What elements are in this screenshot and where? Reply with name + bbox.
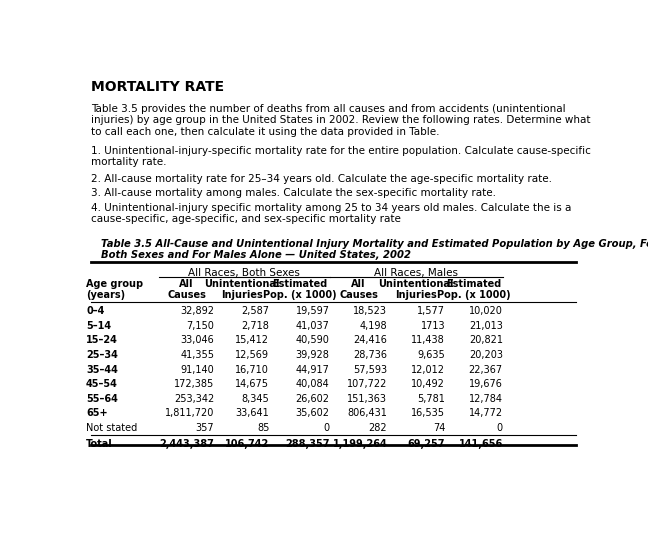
Text: 35–44: 35–44 [86, 364, 118, 375]
Text: 20,821: 20,821 [469, 335, 503, 345]
Text: 40,084: 40,084 [296, 379, 330, 389]
Text: 16,710: 16,710 [235, 364, 270, 375]
Text: 65+: 65+ [86, 409, 108, 418]
Text: 8,345: 8,345 [242, 394, 270, 404]
Text: 107,722: 107,722 [347, 379, 388, 389]
Text: All Races, Both Sexes: All Races, Both Sexes [189, 268, 300, 278]
Text: 2,587: 2,587 [241, 306, 270, 316]
Text: 26,602: 26,602 [295, 394, 330, 404]
Text: 41,037: 41,037 [295, 321, 330, 330]
Text: 3. All-cause mortality among males. Calculate the sex-specific mortality rate.: 3. All-cause mortality among males. Calc… [91, 188, 496, 198]
Text: Not stated: Not stated [86, 423, 137, 433]
Text: All Races, Males: All Races, Males [374, 268, 458, 278]
Text: Age group
(years): Age group (years) [86, 279, 143, 300]
Text: 21,013: 21,013 [469, 321, 503, 330]
Text: 25–34: 25–34 [86, 350, 118, 360]
Text: 2,443,387: 2,443,387 [159, 439, 214, 449]
Text: 4,198: 4,198 [360, 321, 388, 330]
Text: 33,641: 33,641 [236, 409, 270, 418]
Text: 28,736: 28,736 [353, 350, 388, 360]
Text: 44,917: 44,917 [295, 364, 330, 375]
Text: 1. Unintentional-injury-specific mortality rate for the entire population. Calcu: 1. Unintentional-injury-specific mortali… [91, 146, 591, 168]
Text: 0: 0 [497, 423, 503, 433]
Text: 14,772: 14,772 [469, 409, 503, 418]
Text: 282: 282 [369, 423, 388, 433]
Text: 85: 85 [257, 423, 270, 433]
Text: 33,046: 33,046 [180, 335, 214, 345]
Text: 253,342: 253,342 [174, 394, 214, 404]
Text: 40,590: 40,590 [295, 335, 330, 345]
Text: 16,535: 16,535 [411, 409, 445, 418]
Text: 106,742: 106,742 [225, 439, 270, 449]
Text: 14,675: 14,675 [235, 379, 270, 389]
Text: 19,597: 19,597 [295, 306, 330, 316]
Text: All
Causes: All Causes [167, 279, 206, 300]
Text: 2,718: 2,718 [242, 321, 270, 330]
Text: 69,257: 69,257 [408, 439, 445, 449]
Text: 4. Unintentional-injury specific mortality among 25 to 34 years old males. Calcu: 4. Unintentional-injury specific mortali… [91, 203, 572, 224]
Text: 9,635: 9,635 [417, 350, 445, 360]
Text: Estimated
Pop. (x 1000): Estimated Pop. (x 1000) [262, 279, 336, 300]
Text: 15–24: 15–24 [86, 335, 118, 345]
Text: 10,492: 10,492 [411, 379, 445, 389]
Text: 12,012: 12,012 [411, 364, 445, 375]
Text: 2. All-cause mortality rate for 25–34 years old. Calculate the age-specific mort: 2. All-cause mortality rate for 25–34 ye… [91, 174, 552, 184]
Text: 19,676: 19,676 [469, 379, 503, 389]
Text: 5,781: 5,781 [417, 394, 445, 404]
Text: 1,199,264: 1,199,264 [332, 439, 388, 449]
Text: 288,357: 288,357 [285, 439, 330, 449]
Text: 45–54: 45–54 [86, 379, 118, 389]
Text: 12,784: 12,784 [469, 394, 503, 404]
Text: 24,416: 24,416 [353, 335, 388, 345]
Text: 10,020: 10,020 [469, 306, 503, 316]
Text: 0–4: 0–4 [86, 306, 104, 316]
Text: Unintentional
Injuries: Unintentional Injuries [204, 279, 279, 300]
Text: 18,523: 18,523 [353, 306, 388, 316]
Text: 12,569: 12,569 [235, 350, 270, 360]
Text: 0: 0 [323, 423, 330, 433]
Text: Table 3.5 provides the number of deaths from all causes and from accidents (unin: Table 3.5 provides the number of deaths … [91, 103, 590, 137]
Text: Table 3.5 All-Cause and Unintentional Injury Mortality and Estimated Population : Table 3.5 All-Cause and Unintentional In… [101, 239, 648, 260]
Text: 806,431: 806,431 [347, 409, 388, 418]
Text: 55–64: 55–64 [86, 394, 118, 404]
Text: 7,150: 7,150 [186, 321, 214, 330]
Text: 1,811,720: 1,811,720 [165, 409, 214, 418]
Text: Estimated
Pop. (x 1000): Estimated Pop. (x 1000) [437, 279, 511, 300]
Text: 172,385: 172,385 [174, 379, 214, 389]
Text: 57,593: 57,593 [353, 364, 388, 375]
Text: 11,438: 11,438 [411, 335, 445, 345]
Text: 35,602: 35,602 [295, 409, 330, 418]
Text: 20,203: 20,203 [469, 350, 503, 360]
Text: 39,928: 39,928 [295, 350, 330, 360]
Text: 1,577: 1,577 [417, 306, 445, 316]
Text: 91,140: 91,140 [180, 364, 214, 375]
Text: Total: Total [86, 439, 113, 449]
Text: 15,412: 15,412 [235, 335, 270, 345]
Text: 32,892: 32,892 [180, 306, 214, 316]
Text: 141,656: 141,656 [459, 439, 503, 449]
Text: All
Causes: All Causes [339, 279, 378, 300]
Text: 357: 357 [196, 423, 214, 433]
Text: Unintentional
Injuries: Unintentional Injuries [378, 279, 454, 300]
Text: 74: 74 [433, 423, 445, 433]
Text: 5–14: 5–14 [86, 321, 111, 330]
Text: MORTALITY RATE: MORTALITY RATE [91, 80, 224, 94]
Text: 151,363: 151,363 [347, 394, 388, 404]
Text: 22,367: 22,367 [469, 364, 503, 375]
Text: 41,355: 41,355 [180, 350, 214, 360]
Text: 1713: 1713 [421, 321, 445, 330]
